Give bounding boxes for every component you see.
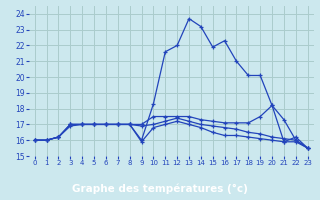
Text: Graphe des températures (°c): Graphe des températures (°c) bbox=[72, 183, 248, 194]
